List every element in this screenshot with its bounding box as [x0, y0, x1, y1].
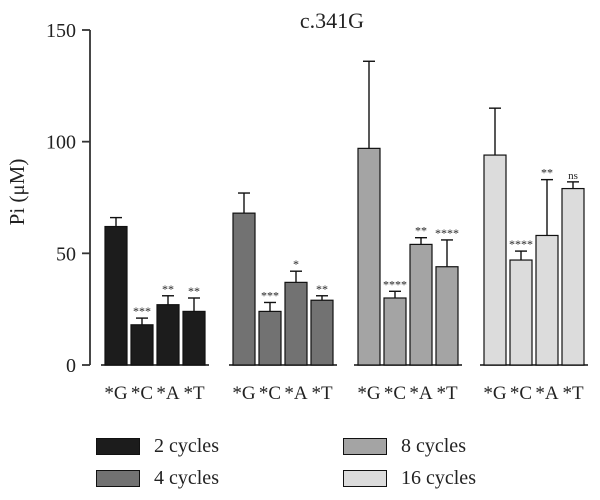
legend-label: 4 cycles	[154, 467, 219, 489]
legend-label: 8 cycles	[401, 435, 466, 457]
bar	[483, 154, 507, 366]
x-tick-label: *A	[409, 383, 433, 404]
legend-swatch	[96, 469, 140, 487]
x-tick-label: *A	[535, 383, 559, 404]
y-tick-label: 50	[56, 243, 76, 265]
x-tick-label: *A	[156, 383, 180, 404]
significance-label: ****	[435, 226, 459, 240]
bar	[310, 299, 334, 366]
significance-label: **	[188, 284, 200, 298]
x-tick-label: *G	[357, 383, 381, 404]
bar	[258, 310, 282, 366]
bar	[535, 234, 559, 366]
legend-item: 2 cycles	[96, 434, 219, 458]
significance-label: **	[415, 224, 427, 238]
significance-label: ****	[509, 237, 533, 251]
chart-title: c.341G	[300, 8, 364, 33]
significance-label: **	[541, 166, 553, 180]
x-tick-label: *T	[311, 383, 333, 404]
x-tick-label: *T	[436, 383, 458, 404]
y-tick-label: 100	[46, 132, 76, 154]
bar	[182, 310, 206, 366]
significance-label: ***	[261, 288, 279, 302]
bar	[383, 297, 407, 366]
significance-label: ns	[568, 170, 578, 182]
significance-label: **	[316, 282, 328, 296]
bar	[435, 266, 459, 366]
bar	[561, 187, 585, 366]
significance-label: ****	[383, 277, 407, 291]
x-tick-label: *G	[232, 383, 256, 404]
legend-swatch	[343, 437, 387, 455]
x-tick-label: *C	[510, 383, 532, 404]
significance-label: ***	[133, 304, 151, 318]
x-tick-label: *C	[131, 383, 153, 404]
significance-label: *	[293, 257, 299, 271]
legend-item: 16 cycles	[343, 466, 476, 490]
bar	[104, 225, 128, 366]
y-axis-label: Pi (μM)	[5, 159, 29, 226]
x-tick-label: *T	[562, 383, 584, 404]
legend-swatch	[343, 469, 387, 487]
bar	[232, 212, 256, 366]
legend-item: 4 cycles	[96, 466, 219, 490]
x-tick-label: *C	[259, 383, 281, 404]
x-tick-label: *A	[284, 383, 308, 404]
legend-swatch	[96, 437, 140, 455]
bar	[156, 304, 180, 366]
x-tick-label: *C	[384, 383, 406, 404]
x-tick-label: *T	[183, 383, 205, 404]
significance-label: **	[162, 282, 174, 296]
bars-layer: ***** ** ****** ****** ********** ns	[104, 60, 585, 366]
bar	[284, 281, 308, 366]
bar	[509, 259, 533, 366]
bar	[130, 324, 154, 366]
legend-label: 2 cycles	[154, 435, 219, 457]
y-tick-label: 150	[46, 20, 76, 42]
legend-item: 8 cycles	[343, 434, 466, 458]
x-tick-label: *G	[483, 383, 507, 404]
legend-label: 16 cycles	[401, 467, 476, 489]
bar	[409, 243, 433, 366]
bar	[357, 147, 381, 366]
x-tick-label: *G	[104, 383, 128, 404]
y-tick-label: 0	[66, 355, 76, 377]
